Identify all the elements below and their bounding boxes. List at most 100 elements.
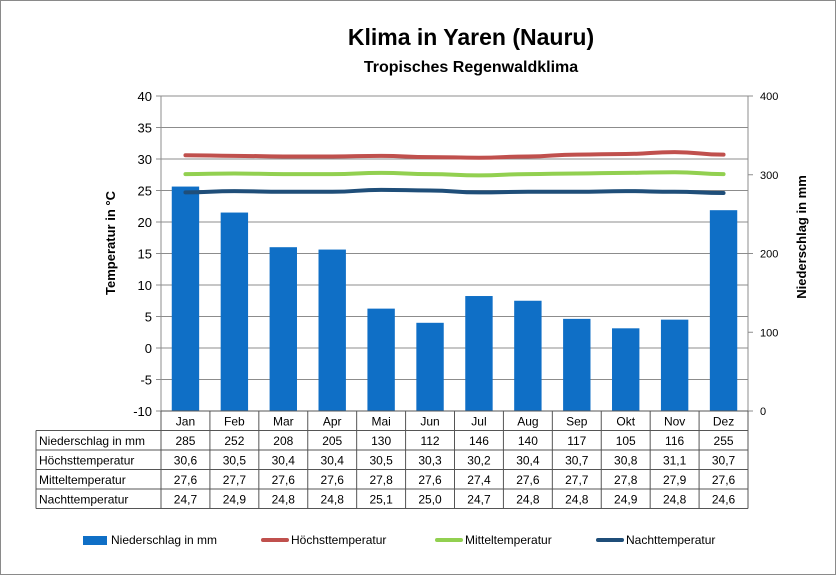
table-cell: 140: [518, 434, 538, 448]
table-cell: 25,1: [369, 493, 393, 507]
table-row-header: Nachttemperatur: [39, 493, 128, 507]
legend: Niederschlag in mm Höchsttemperatur Mittel…: [83, 533, 715, 547]
table-cell: 24,8: [565, 493, 589, 507]
table-cell: 30,2: [467, 454, 491, 468]
table-cell: 105: [616, 434, 636, 448]
precipitation-bar: [269, 247, 297, 411]
table-cell: 27,8: [614, 473, 638, 487]
left-tick-label: 30: [138, 152, 152, 167]
right-tick-label: 400: [760, 91, 778, 103]
legend-label: Höchsttemperatur: [291, 533, 386, 547]
month-label: Okt: [616, 415, 635, 429]
table-cell: 30,4: [516, 454, 540, 468]
precipitation-bar: [367, 308, 395, 411]
precipitation-bar: [660, 319, 689, 411]
table-cell: 24,8: [272, 493, 296, 507]
left-tick-label: 5: [145, 310, 152, 325]
table-cell: 24,8: [321, 493, 345, 507]
table-cell: 130: [371, 434, 391, 448]
axes: 40 35 30 25 20 15 10 5 0 -5 -10 400 300 200 100 0: [133, 89, 778, 419]
chart-subtitle: Tropisches Regenwaldklima: [364, 59, 578, 76]
gridlines: [161, 95, 748, 412]
table-cell: 27,6: [272, 473, 296, 487]
right-tick-label: 200: [760, 249, 778, 261]
left-tick-label: 35: [138, 121, 152, 136]
table-cell: 24,7: [174, 493, 198, 507]
table-cell: 27,7: [565, 473, 589, 487]
table-cell: 24,9: [614, 493, 638, 507]
table-cell: 27,9: [663, 473, 687, 487]
table-cell: 30,6: [174, 454, 198, 468]
month-label: Jul: [471, 415, 486, 429]
temperature-lines: [183, 150, 726, 196]
month-label: Jun: [420, 415, 439, 429]
table-cell: 27,6: [516, 473, 540, 487]
table-row-header: Niederschlag in mm: [39, 434, 145, 448]
table-cell: 30,4: [321, 454, 345, 468]
left-tick-label: 25: [138, 184, 152, 199]
table-cell: 24,8: [663, 493, 687, 507]
table-cell: 27,8: [369, 473, 393, 487]
left-axis-label: Temperatur in °C: [103, 190, 118, 295]
legend-label: Nachttemperatur: [626, 533, 715, 547]
precipitation-bars: [171, 186, 738, 411]
right-tick-label: 300: [760, 170, 778, 182]
table-cell: 27,6: [321, 473, 345, 487]
precipitation-bar: [563, 318, 591, 411]
table-cell: 30,7: [712, 454, 736, 468]
table-cell: 30,3: [418, 454, 442, 468]
table-cell: 27,7: [223, 473, 247, 487]
precipitation-bar: [612, 328, 640, 411]
table-cell: 30,5: [369, 454, 393, 468]
precipitation-bar: [220, 212, 249, 411]
legend-label: Niederschlag in mm: [111, 533, 217, 547]
table-cell: 208: [273, 434, 293, 448]
precipitation-bar: [171, 186, 200, 411]
left-tick-label: -5: [140, 373, 152, 388]
table-cell: 112: [420, 434, 439, 448]
night-temperature-line: [183, 187, 726, 196]
month-label: Sep: [566, 415, 588, 429]
mean-temperature-line: [183, 170, 726, 178]
left-tick-label: 40: [138, 89, 152, 104]
right-axis-label: Niederschlag in mm: [794, 175, 809, 299]
data-table: Jan Feb Mar Apr Mai Jun Jul Aug Sep Okt Nov Dez Nied…: [35, 410, 749, 509]
table-cell: 27,4: [467, 473, 491, 487]
precipitation-bar: [709, 210, 738, 411]
left-tick-label: 10: [138, 278, 152, 293]
table-cell: 27,6: [174, 473, 198, 487]
table-row-header: Mitteltemperatur: [39, 473, 126, 487]
table-row-header: Höchsttemperatur: [39, 454, 134, 468]
table-cell: 24,7: [467, 493, 491, 507]
table-cell: 24,8: [516, 493, 540, 507]
table-cell: 146: [469, 434, 489, 448]
table-cell: 27,6: [418, 473, 442, 487]
max-temperature-line: [183, 150, 726, 160]
left-tick-label: 0: [145, 341, 152, 356]
table-cell: 27,6: [712, 473, 736, 487]
month-label: Feb: [224, 415, 245, 429]
month-label: Mai: [371, 415, 390, 429]
table-cell: 31,1: [663, 454, 687, 468]
month-label: Dez: [713, 415, 734, 429]
month-label: Mar: [273, 415, 294, 429]
table-cell: 285: [175, 434, 195, 448]
legend-label: Mitteltemperatur: [465, 533, 552, 547]
table-cell: 30,4: [272, 454, 296, 468]
month-label: Nov: [664, 415, 685, 429]
table-cell: 24,9: [223, 493, 247, 507]
chart-title: Klima in Yaren (Nauru): [348, 24, 594, 50]
table-cell: 25,0: [418, 493, 442, 507]
table-cell: 30,5: [223, 454, 247, 468]
month-label: Aug: [517, 415, 538, 429]
precipitation-bar: [416, 322, 444, 411]
month-label: Jan: [176, 415, 195, 429]
table-cell: 252: [224, 434, 244, 448]
left-tick-label: 15: [138, 247, 152, 262]
table-cell: 117: [567, 434, 586, 448]
precipitation-bar: [318, 249, 346, 411]
table-cell: 205: [322, 434, 342, 448]
precipitation-bar: [514, 300, 542, 411]
